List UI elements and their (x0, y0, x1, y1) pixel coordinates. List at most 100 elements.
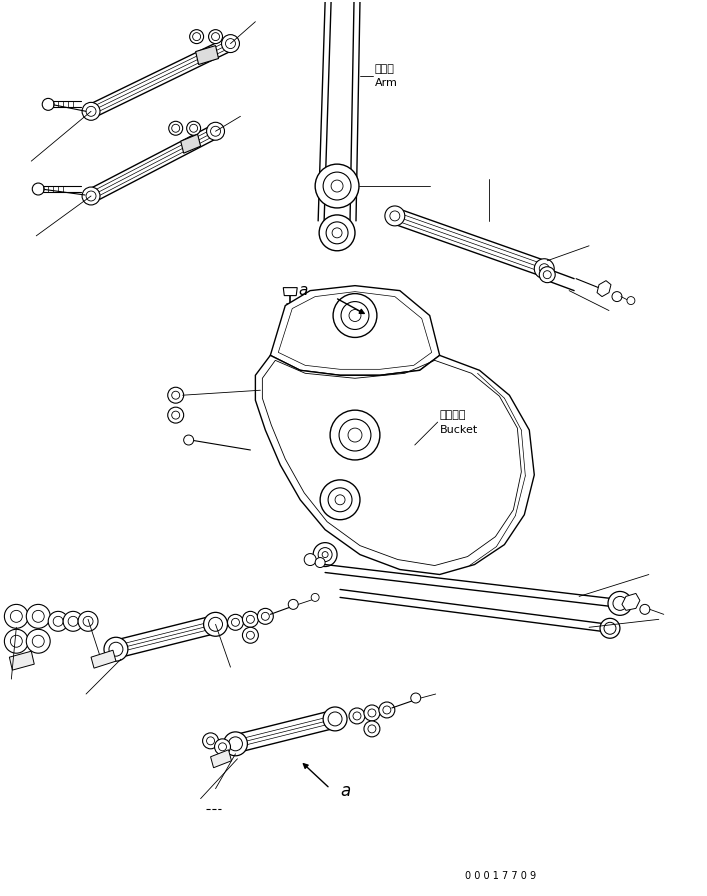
Circle shape (262, 612, 269, 620)
Circle shape (86, 191, 96, 201)
Polygon shape (597, 280, 611, 297)
Circle shape (608, 591, 632, 616)
Polygon shape (211, 750, 231, 768)
Polygon shape (392, 209, 547, 276)
Circle shape (627, 297, 635, 305)
Circle shape (315, 164, 359, 208)
Text: バケット: バケット (440, 410, 466, 420)
Circle shape (211, 32, 220, 40)
Circle shape (612, 291, 622, 302)
Circle shape (33, 635, 45, 647)
Circle shape (341, 302, 369, 330)
Circle shape (204, 612, 228, 636)
Circle shape (82, 187, 100, 205)
Circle shape (257, 608, 274, 625)
Circle shape (323, 172, 351, 200)
Circle shape (172, 125, 180, 133)
Circle shape (339, 419, 371, 451)
Polygon shape (284, 288, 297, 296)
Circle shape (348, 428, 362, 442)
Circle shape (543, 271, 551, 279)
Circle shape (353, 712, 361, 719)
Polygon shape (196, 46, 218, 65)
Circle shape (169, 121, 182, 135)
Circle shape (326, 222, 348, 244)
Circle shape (104, 637, 128, 661)
Circle shape (223, 732, 247, 756)
Circle shape (203, 733, 218, 749)
Circle shape (83, 616, 93, 626)
Circle shape (304, 554, 316, 565)
Circle shape (311, 593, 319, 601)
Circle shape (189, 30, 204, 44)
Circle shape (231, 618, 240, 626)
Circle shape (539, 267, 555, 282)
Text: 0 0 0 1 7 7 0 9: 0 0 0 1 7 7 0 9 (464, 871, 536, 882)
Circle shape (189, 125, 198, 133)
Circle shape (42, 99, 54, 110)
Circle shape (4, 629, 28, 653)
Circle shape (168, 387, 184, 403)
Circle shape (379, 702, 395, 718)
Polygon shape (233, 711, 337, 753)
Circle shape (640, 605, 650, 615)
Circle shape (331, 180, 343, 192)
Circle shape (184, 435, 194, 445)
Circle shape (364, 705, 380, 721)
Circle shape (319, 215, 355, 251)
Polygon shape (114, 616, 218, 658)
Text: Bucket: Bucket (440, 425, 478, 435)
Polygon shape (255, 356, 534, 574)
Circle shape (209, 30, 223, 44)
Circle shape (192, 32, 201, 40)
Circle shape (221, 35, 240, 53)
Polygon shape (9, 651, 34, 670)
Circle shape (86, 107, 96, 116)
Circle shape (364, 721, 380, 737)
Circle shape (385, 206, 405, 226)
Circle shape (4, 605, 28, 628)
Circle shape (209, 617, 223, 632)
Circle shape (172, 392, 180, 400)
Circle shape (206, 122, 225, 140)
Circle shape (330, 410, 380, 460)
Circle shape (63, 611, 83, 632)
Circle shape (323, 707, 347, 731)
Circle shape (313, 543, 337, 566)
Text: a: a (298, 283, 308, 298)
Circle shape (315, 557, 325, 567)
Circle shape (600, 618, 620, 638)
Text: アーム: アーム (375, 65, 395, 74)
Circle shape (218, 743, 226, 751)
Circle shape (349, 708, 365, 724)
Polygon shape (88, 38, 233, 117)
Circle shape (172, 411, 180, 419)
Circle shape (333, 294, 377, 338)
Circle shape (26, 605, 50, 628)
Circle shape (243, 611, 258, 627)
Circle shape (78, 611, 98, 632)
Circle shape (390, 211, 400, 221)
Circle shape (11, 635, 23, 647)
Circle shape (383, 706, 391, 714)
Polygon shape (270, 286, 440, 375)
Circle shape (534, 259, 554, 279)
Text: a: a (340, 781, 350, 799)
Circle shape (11, 610, 23, 623)
Circle shape (33, 183, 45, 195)
Circle shape (243, 627, 258, 643)
Circle shape (53, 616, 63, 626)
Circle shape (109, 642, 123, 656)
Circle shape (214, 739, 230, 754)
Circle shape (320, 480, 360, 520)
Circle shape (288, 599, 298, 609)
Circle shape (349, 309, 361, 322)
Polygon shape (622, 593, 640, 610)
Circle shape (228, 737, 243, 751)
Circle shape (335, 495, 345, 504)
Circle shape (33, 610, 45, 623)
Circle shape (211, 126, 221, 136)
Circle shape (604, 623, 616, 634)
Polygon shape (181, 134, 201, 153)
Circle shape (48, 611, 68, 632)
